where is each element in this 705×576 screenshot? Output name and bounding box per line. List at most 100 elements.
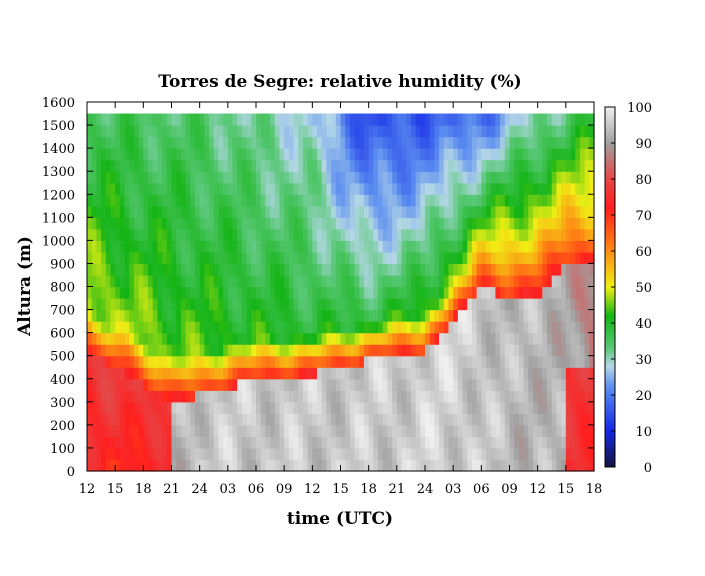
heatmap-cell <box>396 113 403 126</box>
heatmap-cell <box>420 274 426 288</box>
heatmap-cell <box>335 240 342 253</box>
heatmap-cell <box>514 228 520 241</box>
heatmap-cell <box>537 436 543 449</box>
heatmap-cell <box>171 136 177 149</box>
heatmap-cell <box>378 390 384 403</box>
x-tick-label: 24 <box>191 482 208 497</box>
heatmap-cell <box>584 274 590 288</box>
heatmap-cell <box>302 113 309 126</box>
heatmap-cell <box>209 125 215 138</box>
heatmap-cell <box>321 136 328 149</box>
heatmap-cell <box>542 148 548 161</box>
heatmap-cell <box>166 148 173 161</box>
heatmap-cell <box>420 447 426 461</box>
heatmap-cell <box>213 344 220 357</box>
heatmap-cell <box>495 332 501 345</box>
heatmap-cell <box>378 424 384 438</box>
heatmap-cell <box>237 332 243 345</box>
heatmap-cell <box>331 274 337 288</box>
heatmap-cell <box>570 171 576 184</box>
heatmap-cell <box>467 159 473 172</box>
heatmap-cell <box>152 459 159 472</box>
heatmap-cell <box>495 378 501 391</box>
heatmap-cell <box>537 125 543 138</box>
heatmap-cell <box>486 447 492 461</box>
heatmap-cell <box>133 459 140 472</box>
heatmap-cell <box>335 355 342 368</box>
heatmap-cell <box>457 344 464 357</box>
heatmap-cell <box>518 424 525 438</box>
heatmap-cell <box>542 182 548 195</box>
heatmap-cell <box>171 240 177 253</box>
heatmap-cell <box>345 274 351 288</box>
heatmap-cell <box>486 286 492 299</box>
heatmap-cell <box>185 286 191 299</box>
heatmap-cell <box>265 113 271 126</box>
heatmap-cell <box>434 125 440 138</box>
heatmap-cell <box>579 424 586 438</box>
heatmap-cell <box>213 390 220 403</box>
heatmap-cell <box>237 413 243 426</box>
heatmap-cell <box>237 378 243 391</box>
heatmap-cell <box>223 228 229 241</box>
heatmap-cell <box>232 171 238 184</box>
heatmap-cell <box>373 274 379 288</box>
heatmap-cell <box>307 125 313 138</box>
heatmap-cell <box>115 309 121 322</box>
heatmap-cell <box>565 321 572 334</box>
heatmap-cell <box>260 413 266 426</box>
heatmap-cell <box>115 298 121 311</box>
heatmap-cell <box>429 424 435 438</box>
heatmap-cell <box>119 217 126 230</box>
heatmap-cell <box>96 148 102 161</box>
heatmap-cell <box>439 251 445 265</box>
heatmap-cell <box>265 401 271 414</box>
heatmap-cell <box>157 159 163 172</box>
heatmap-cell <box>471 355 478 368</box>
heatmap-cell <box>213 171 220 184</box>
heatmap-cell <box>406 309 412 322</box>
heatmap-cell <box>378 171 384 184</box>
heatmap-cell <box>213 424 220 438</box>
heatmap-cell <box>110 424 116 438</box>
heatmap-cell <box>265 355 271 368</box>
heatmap-cell <box>579 125 586 138</box>
heatmap-cell <box>565 194 572 207</box>
heatmap-cell <box>199 413 205 426</box>
heatmap-cell <box>467 447 473 461</box>
heatmap-cell <box>340 251 346 265</box>
heatmap-cell <box>462 309 468 322</box>
heatmap-cell <box>307 240 313 253</box>
heatmap-cell <box>359 125 365 138</box>
heatmap-cell <box>396 228 403 241</box>
heatmap-cell <box>457 251 464 265</box>
heatmap-cell <box>373 217 379 230</box>
heatmap-cell <box>194 148 201 161</box>
heatmap-cell <box>317 159 323 172</box>
heatmap-cell <box>392 332 398 345</box>
heatmap-cell <box>115 263 121 276</box>
heatmap-cell <box>359 148 365 161</box>
heatmap-cell <box>326 194 332 207</box>
heatmap-cell <box>579 263 586 276</box>
heatmap-cell <box>406 217 412 230</box>
heatmap-cell <box>359 378 365 391</box>
heatmap-cell <box>589 344 595 357</box>
heatmap-cell <box>190 171 196 184</box>
heatmap-cell <box>331 159 337 172</box>
heatmap-cell <box>232 159 238 172</box>
heatmap-cell <box>481 194 487 207</box>
heatmap-cell <box>490 274 497 288</box>
heatmap-cell <box>326 274 332 288</box>
heatmap-cell <box>345 113 351 126</box>
heatmap-cell <box>453 148 459 161</box>
heatmap-cell <box>523 182 529 195</box>
heatmap-cell <box>232 136 238 149</box>
heatmap-cell <box>138 378 144 391</box>
heatmap-cell <box>589 355 595 368</box>
heatmap-cell <box>589 136 595 149</box>
heatmap-cell <box>396 194 403 207</box>
heatmap-cell <box>359 424 365 438</box>
heatmap-cell <box>157 194 163 207</box>
heatmap-cell <box>227 182 234 195</box>
